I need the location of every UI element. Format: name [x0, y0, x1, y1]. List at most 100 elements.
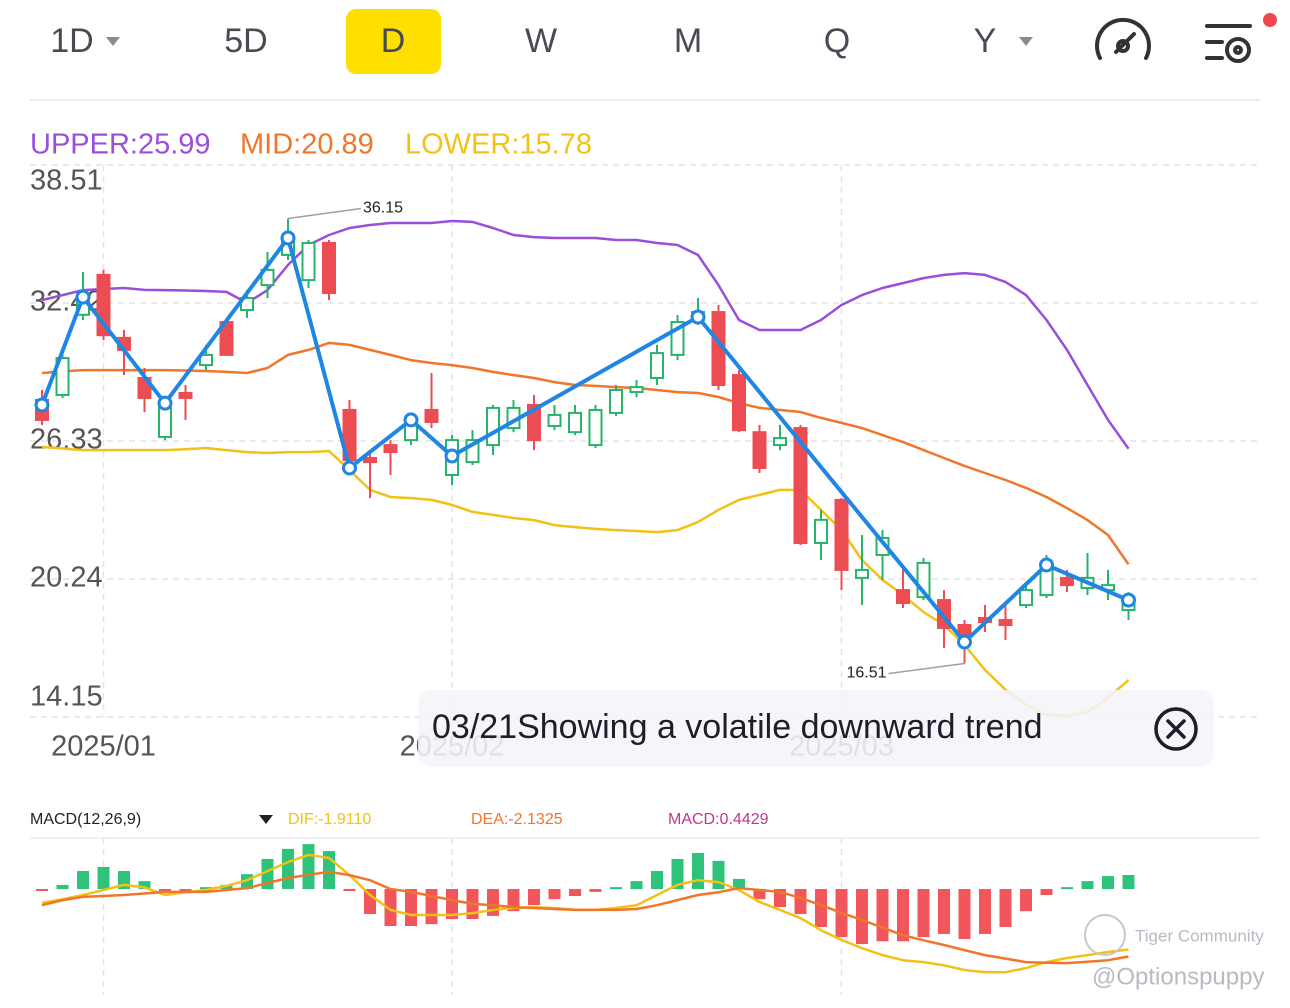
candle-body — [814, 518, 828, 544]
tab[interactable]: Q — [824, 22, 850, 60]
macd-bar — [56, 884, 69, 890]
candle-body — [896, 589, 910, 605]
candle-body — [793, 427, 808, 544]
macd-bar — [343, 889, 356, 892]
macd-bar — [651, 871, 663, 890]
macd-bar — [794, 889, 807, 915]
chart: UPPER:25.99 MID:20.89 LOWER:15.78 14.15 20.2… — [30, 129, 1260, 995]
tooltip-text: 03/21Showing a volatile downward trend — [432, 708, 1043, 746]
candle-body — [834, 498, 849, 571]
candle-body — [855, 568, 869, 579]
notification-dot — [1263, 13, 1277, 27]
toolbar: 1D 5D D W M Q Y — [50, 9, 1033, 74]
macd-bar — [302, 844, 315, 890]
close-circle — [1154, 707, 1198, 751]
zigzag-point — [1039, 557, 1054, 573]
band-line — [41, 341, 1130, 566]
tab[interactable]: Y — [974, 22, 1033, 60]
tab-label: M — [674, 22, 702, 60]
zigzag-point — [403, 412, 419, 428]
candle-body — [650, 352, 664, 380]
annotation-leader — [287, 207, 362, 220]
candle-body — [260, 268, 275, 287]
icon-gear-hub — [1233, 45, 1243, 55]
zigzag-point — [444, 448, 460, 464]
zigzag-point — [957, 634, 972, 650]
tab-label: 1D — [50, 22, 93, 60]
legend-item: UPPER:25.99 — [30, 129, 211, 161]
tab[interactable]: 5D — [224, 22, 267, 60]
macd-bar — [876, 889, 889, 942]
tooltip-close[interactable] — [1154, 707, 1198, 751]
zigzag-point — [690, 309, 706, 325]
macd-bar — [1020, 889, 1032, 912]
macd-bar — [1061, 887, 1073, 890]
zigzag-point — [342, 460, 357, 476]
close-x — [1166, 719, 1186, 739]
candle-body — [1019, 589, 1033, 607]
macd-bar — [958, 889, 971, 940]
candle-body — [609, 389, 623, 414]
macd-bar — [1081, 881, 1094, 890]
icon-gear — [1225, 37, 1251, 63]
tab-caret — [106, 37, 120, 46]
tooltip[interactable]: 03/21Showing a volatile downward trend — [418, 690, 1214, 767]
candle-body — [752, 431, 767, 469]
candle-body — [957, 624, 972, 636]
macd-bar — [1122, 875, 1135, 890]
macd-bar — [569, 889, 581, 896]
macd-bar — [487, 889, 499, 916]
candle-body — [547, 413, 562, 428]
tab[interactable]: M — [674, 22, 702, 60]
zigzag-line — [40, 236, 1130, 644]
candle-body — [322, 241, 336, 295]
candle-body — [178, 391, 193, 399]
tab[interactable]: D — [346, 9, 441, 74]
macd-bar — [630, 881, 643, 890]
candle-body — [588, 408, 603, 447]
candle-body — [363, 456, 377, 464]
macd-caret — [259, 815, 273, 824]
macd-legend: MACD:0.4429 — [668, 811, 769, 828]
macd-bar — [282, 848, 294, 890]
x-tick-label: 2025/01 — [51, 731, 156, 763]
macd-bar — [36, 889, 48, 892]
macd-bar — [405, 889, 417, 927]
tab-label: Y — [974, 22, 997, 60]
zigzag-point — [75, 289, 91, 305]
macd-bar — [589, 889, 602, 892]
candle-body — [486, 406, 500, 447]
macd-bar — [815, 889, 827, 927]
y-tick-label: 14.15 — [30, 681, 103, 713]
candle-body — [568, 411, 582, 434]
macd-line — [41, 870, 1129, 965]
legend-item: LOWER:15.78 — [405, 129, 592, 161]
y-tick-label: 38.51 — [30, 165, 103, 197]
candle-body — [383, 444, 398, 454]
candle-body — [199, 353, 213, 367]
zigzag-point — [34, 397, 50, 413]
macd-bar — [77, 871, 89, 890]
watermark: Tiger Community — [1135, 926, 1264, 945]
macd-bar — [1102, 876, 1114, 890]
macd-bar — [856, 889, 868, 945]
macd-bar — [753, 889, 766, 900]
band-line — [41, 219, 1130, 450]
candle-body — [998, 619, 1013, 626]
candle-body — [342, 408, 357, 462]
macd-legend: DEA:-2.1325 — [471, 811, 563, 828]
macd-bar — [97, 866, 110, 890]
gauge-hub — [1116, 39, 1130, 53]
macd-bar — [159, 889, 171, 892]
tab[interactable]: W — [525, 22, 557, 60]
candle-body — [301, 241, 316, 282]
zigzag-point — [157, 395, 173, 411]
tab[interactable]: 1D — [50, 22, 120, 60]
zigzag-point — [280, 230, 296, 246]
settings-icon[interactable] — [1205, 24, 1252, 63]
band-line — [41, 445, 1130, 718]
speed-icon[interactable] — [1095, 17, 1151, 60]
macd-bar — [1040, 889, 1053, 896]
tab-highlight — [346, 9, 441, 74]
macd-bar — [138, 881, 151, 890]
